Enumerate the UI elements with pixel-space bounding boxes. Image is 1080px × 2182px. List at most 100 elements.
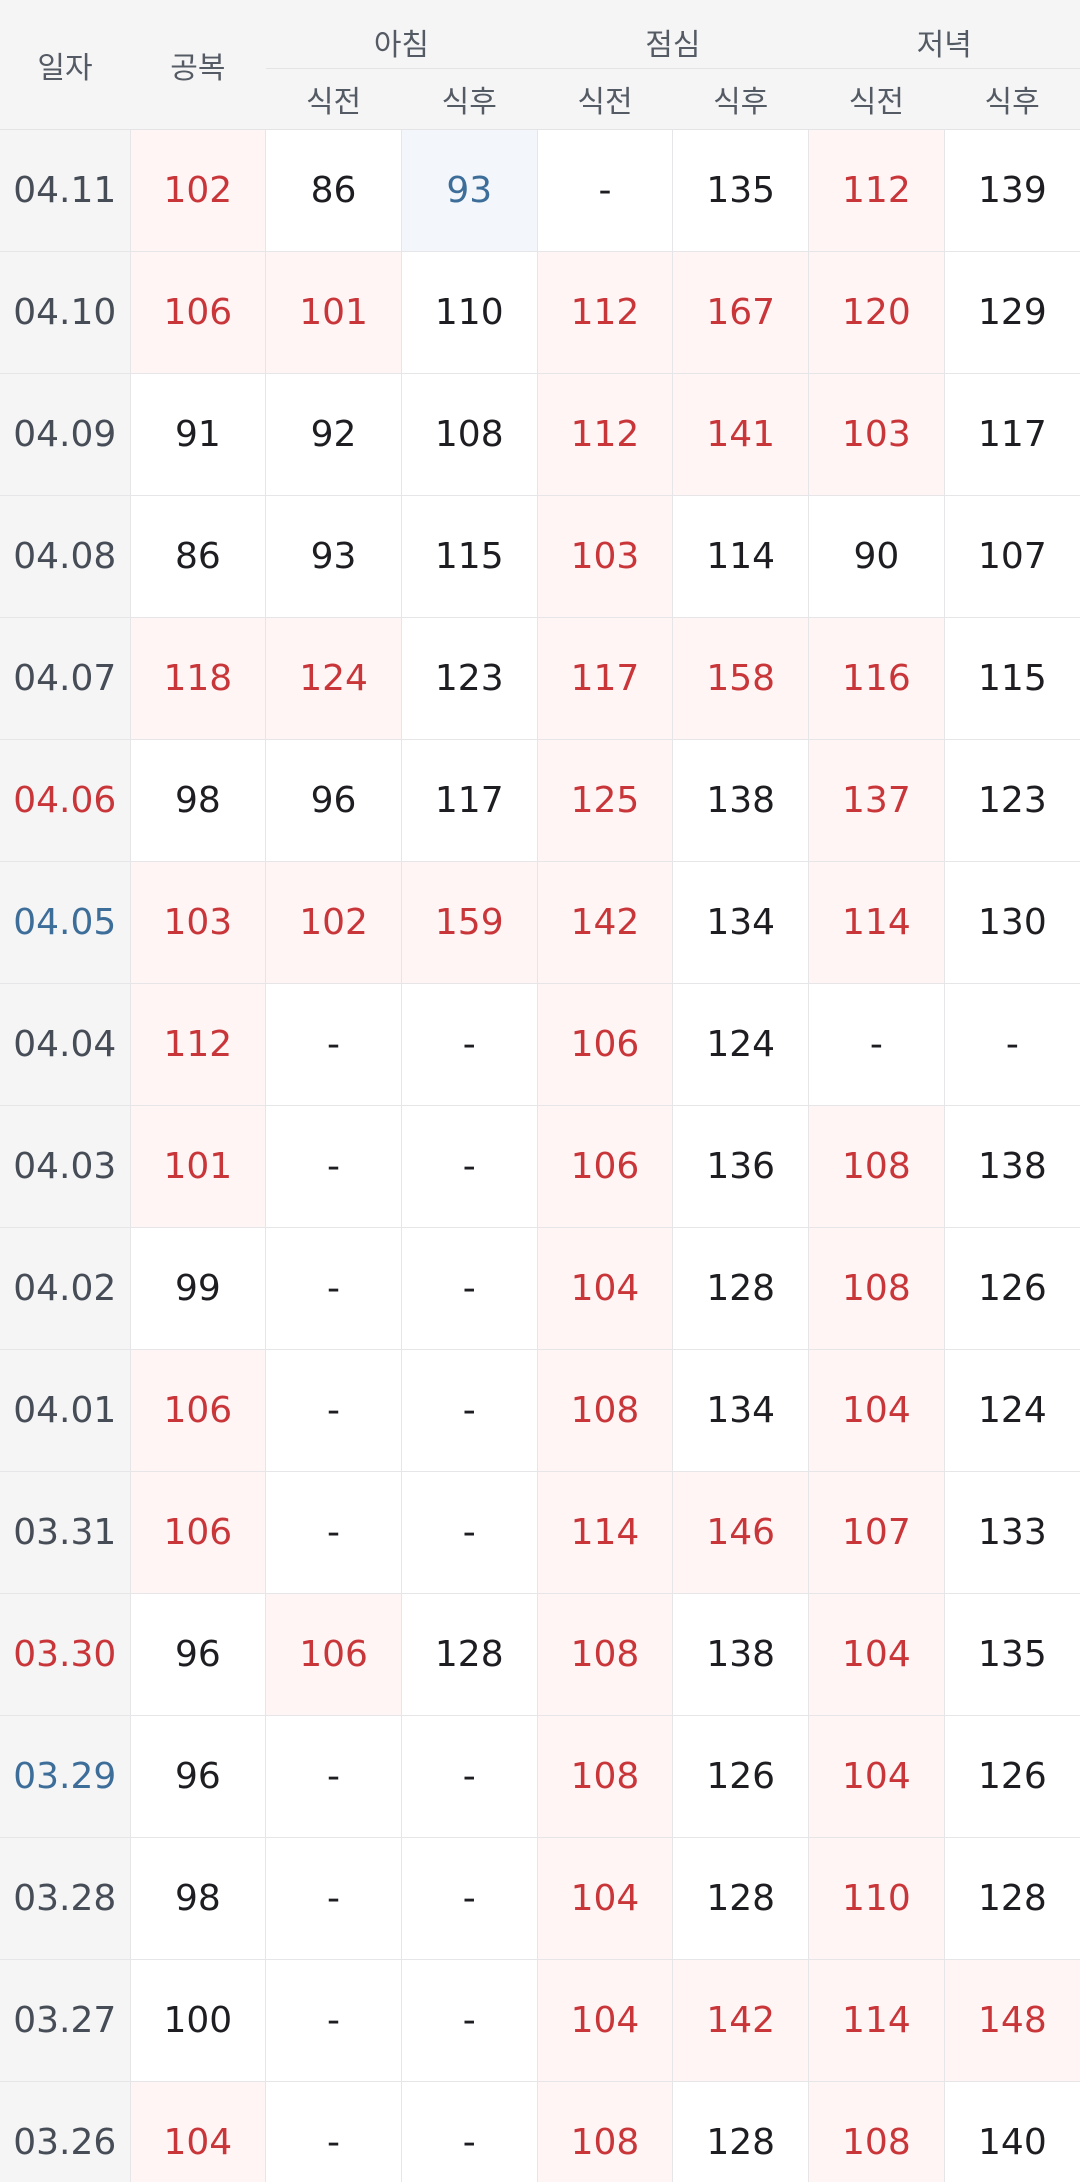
cell-lunch-before[interactable]: 104 [537, 1959, 674, 2082]
cell-lunch-before[interactable]: 103 [537, 495, 674, 618]
cell-dinner-after[interactable]: 107 [944, 495, 1080, 618]
cell-fasting[interactable]: 112 [130, 983, 267, 1106]
table-row[interactable]: 03.30 96 106 128 108 138 104 135 [0, 1593, 1080, 1716]
cell-breakfast-before[interactable]: - [265, 2081, 402, 2182]
cell-fasting[interactable]: 98 [130, 739, 267, 862]
cell-lunch-after[interactable]: 128 [672, 1837, 810, 1960]
table-row[interactable]: 04.11 102 86 93-135 112 139 [0, 129, 1080, 252]
cell-lunch-before[interactable]: 106 [537, 1105, 674, 1228]
table-row[interactable]: 04.08 86 93 115 103 114 90 107 [0, 495, 1080, 618]
cell-breakfast-after[interactable]: - [401, 1105, 538, 1228]
cell-lunch-after[interactable]: 126 [672, 1715, 810, 1838]
cell-breakfast-before[interactable]: - [265, 1471, 402, 1594]
cell-fasting[interactable]: 106 [130, 1471, 267, 1594]
cell-lunch-before[interactable]: 142 [537, 861, 674, 984]
cell-breakfast-after[interactable]: 93 [401, 129, 538, 252]
table-row[interactable]: 04.04 112- -106 124- - [0, 983, 1080, 1106]
cell-breakfast-after[interactable]: 108 [401, 373, 538, 496]
cell-breakfast-after[interactable]: 128 [401, 1593, 538, 1716]
cell-breakfast-before[interactable]: - [265, 1715, 402, 1838]
cell-breakfast-before[interactable]: 124 [265, 617, 402, 740]
cell-dinner-after[interactable]: 128 [944, 1837, 1080, 1960]
cell-dinner-before[interactable]: 104 [808, 1593, 945, 1716]
cell-lunch-after[interactable]: 142 [672, 1959, 810, 2082]
cell-dinner-before[interactable]: 107 [808, 1471, 945, 1594]
cell-breakfast-before[interactable]: - [265, 1837, 402, 1960]
cell-dinner-before[interactable]: 116 [808, 617, 945, 740]
cell-lunch-before[interactable]: - [537, 129, 674, 252]
cell-breakfast-before[interactable]: - [265, 1959, 402, 2082]
cell-breakfast-before[interactable]: - [265, 1227, 402, 1350]
cell-lunch-after[interactable]: 136 [672, 1105, 810, 1228]
table-row[interactable]: 04.07 118 124 123 117 158 116 115 [0, 617, 1080, 740]
cell-breakfast-before[interactable]: 101 [265, 251, 402, 374]
cell-breakfast-before[interactable]: 86 [265, 129, 402, 252]
cell-dinner-before[interactable]: 108 [808, 1105, 945, 1228]
cell-dinner-before[interactable]: 104 [808, 1349, 945, 1472]
table-row[interactable]: 04.06 98 96 117 125 138 137 123 [0, 739, 1080, 862]
cell-dinner-after[interactable]: 126 [944, 1715, 1080, 1838]
cell-lunch-before[interactable]: 104 [537, 1227, 674, 1350]
cell-lunch-before[interactable]: 112 [537, 373, 674, 496]
cell-fasting[interactable]: 96 [130, 1715, 267, 1838]
cell-dinner-before[interactable]: 104 [808, 1715, 945, 1838]
cell-fasting[interactable]: 96 [130, 1593, 267, 1716]
table-row[interactable]: 03.26 104- -108 128 108 140 [0, 2081, 1080, 2182]
cell-lunch-after[interactable]: 138 [672, 1593, 810, 1716]
cell-lunch-after[interactable]: 138 [672, 739, 810, 862]
cell-lunch-after[interactable]: 134 [672, 861, 810, 984]
cell-lunch-after[interactable]: 158 [672, 617, 810, 740]
cell-dinner-before[interactable]: 108 [808, 2081, 945, 2182]
table-row[interactable]: 03.28 98- -104 128 110 128 [0, 1837, 1080, 1960]
cell-dinner-before[interactable]: 112 [808, 129, 945, 252]
cell-breakfast-after[interactable]: - [401, 2081, 538, 2182]
cell-dinner-before[interactable]: 90 [808, 495, 945, 618]
cell-lunch-before[interactable]: 108 [537, 1349, 674, 1472]
cell-breakfast-after[interactable]: - [401, 1959, 538, 2082]
cell-dinner-before[interactable]: 120 [808, 251, 945, 374]
cell-dinner-after[interactable]: 115 [944, 617, 1080, 740]
cell-lunch-after[interactable]: 146 [672, 1471, 810, 1594]
cell-dinner-before[interactable]: 114 [808, 861, 945, 984]
table-row[interactable]: 04.10 106 101 110 112 167 120 129 [0, 251, 1080, 374]
cell-lunch-before[interactable]: 108 [537, 1715, 674, 1838]
cell-breakfast-before[interactable]: - [265, 1349, 402, 1472]
cell-fasting[interactable]: 106 [130, 1349, 267, 1472]
cell-fasting[interactable]: 118 [130, 617, 267, 740]
table-row[interactable]: 04.02 99- -104 128 108 126 [0, 1227, 1080, 1350]
cell-breakfast-before[interactable]: 96 [265, 739, 402, 862]
cell-breakfast-after[interactable]: 117 [401, 739, 538, 862]
cell-dinner-after[interactable]: 148 [944, 1959, 1080, 2082]
cell-lunch-after[interactable]: 128 [672, 1227, 810, 1350]
cell-lunch-after[interactable]: 167 [672, 251, 810, 374]
cell-breakfast-before[interactable]: - [265, 983, 402, 1106]
cell-dinner-before[interactable]: - [808, 983, 945, 1106]
cell-fasting[interactable]: 100 [130, 1959, 267, 2082]
cell-dinner-after[interactable]: 117 [944, 373, 1080, 496]
cell-breakfast-before[interactable]: 92 [265, 373, 402, 496]
cell-breakfast-after[interactable]: 110 [401, 251, 538, 374]
cell-dinner-after[interactable]: 130 [944, 861, 1080, 984]
cell-fasting[interactable]: 101 [130, 1105, 267, 1228]
cell-dinner-before[interactable]: 110 [808, 1837, 945, 1960]
cell-lunch-before[interactable]: 108 [537, 1593, 674, 1716]
table-row[interactable]: 04.01 106- -108 134 104 124 [0, 1349, 1080, 1472]
cell-lunch-before[interactable]: 108 [537, 2081, 674, 2182]
cell-lunch-before[interactable]: 114 [537, 1471, 674, 1594]
table-row[interactable]: 04.05 103 102 159 142 134 114 130 [0, 861, 1080, 984]
table-row[interactable]: 04.09 91 92 108 112 141 103 117 [0, 373, 1080, 496]
cell-dinner-after[interactable]: 140 [944, 2081, 1080, 2182]
table-row[interactable]: 03.29 96- -108 126 104 126 [0, 1715, 1080, 1838]
cell-dinner-after[interactable]: 124 [944, 1349, 1080, 1472]
cell-breakfast-after[interactable]: - [401, 1715, 538, 1838]
table-row[interactable]: 03.31 106- -114 146 107 133 [0, 1471, 1080, 1594]
cell-breakfast-after[interactable]: 159 [401, 861, 538, 984]
cell-lunch-before[interactable]: 112 [537, 251, 674, 374]
cell-dinner-after[interactable]: 123 [944, 739, 1080, 862]
cell-dinner-before[interactable]: 108 [808, 1227, 945, 1350]
cell-breakfast-before[interactable]: - [265, 1105, 402, 1228]
cell-dinner-after[interactable]: 135 [944, 1593, 1080, 1716]
cell-lunch-before[interactable]: 125 [537, 739, 674, 862]
cell-breakfast-after[interactable]: - [401, 1837, 538, 1960]
cell-dinner-after[interactable]: 133 [944, 1471, 1080, 1594]
